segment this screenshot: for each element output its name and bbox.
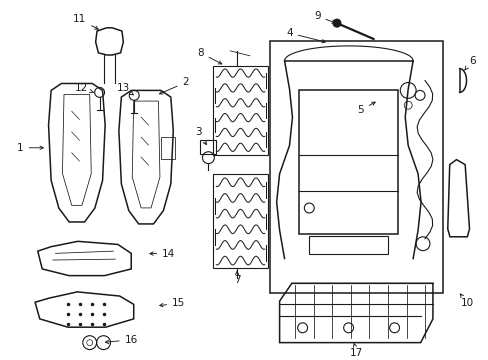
- Text: 14: 14: [149, 249, 175, 258]
- Text: 7: 7: [233, 271, 240, 285]
- Text: 5: 5: [357, 102, 374, 115]
- Text: 15: 15: [160, 298, 185, 308]
- Text: 1: 1: [17, 143, 43, 153]
- Text: 3: 3: [195, 127, 206, 145]
- Bar: [269, 41, 442, 293]
- Text: 8: 8: [197, 48, 222, 64]
- Text: 11: 11: [73, 14, 98, 29]
- Bar: [161, 137, 174, 159]
- Text: 13: 13: [117, 84, 133, 95]
- Text: 12: 12: [75, 84, 94, 94]
- Text: 4: 4: [285, 28, 325, 43]
- Bar: [308, 236, 387, 253]
- Text: 2: 2: [159, 77, 188, 94]
- Bar: [213, 66, 267, 155]
- Text: 10: 10: [459, 294, 473, 308]
- Circle shape: [332, 19, 340, 27]
- Bar: [299, 90, 398, 234]
- Text: 17: 17: [349, 343, 363, 357]
- Text: 9: 9: [313, 11, 335, 23]
- Bar: [200, 140, 216, 154]
- Text: 6: 6: [464, 56, 475, 70]
- Bar: [213, 175, 267, 269]
- Text: 16: 16: [105, 335, 138, 345]
